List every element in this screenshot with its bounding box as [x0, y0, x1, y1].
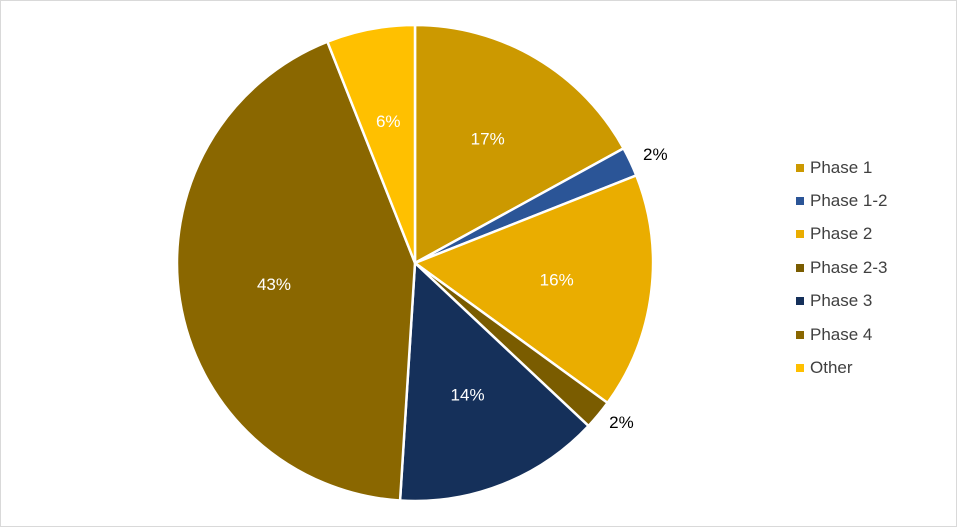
data-label-phase-2: 16%: [540, 270, 574, 289]
pie-slice-phase-1: [413, 23, 625, 265]
legend: Phase 1 Phase 1-2 Phase 2 Phase 2-3 Phase 3 P…: [796, 151, 888, 385]
legend-swatch-phase-1: [796, 163, 804, 172]
legend-swatch-phase-2-3: [796, 263, 804, 272]
legend-item-phase-4: Phase 4: [796, 318, 888, 351]
pie-slice-phase-2: [413, 174, 655, 405]
legend-label-other: Other: [810, 358, 853, 378]
legend-swatch-phase-2: [796, 230, 804, 239]
legend-item-phase-2: Phase 2: [796, 218, 888, 251]
legend-label-phase-2-3: Phase 2-3: [810, 257, 888, 277]
legend-label-phase-1: Phase 1: [810, 157, 873, 177]
legend-label-phase-1-2: Phase 1-2: [810, 191, 888, 211]
legend-item-phase-1: Phase 1: [796, 151, 888, 184]
legend-item-phase-1-2: Phase 1-2: [796, 184, 888, 217]
pie-slice-phase-3: [398, 261, 590, 503]
pie-slice-phase-4: [175, 40, 417, 502]
pie-slice-other: [326, 23, 417, 265]
legend-swatch-phase-1-2: [796, 197, 804, 206]
legend-label-phase-3: Phase 3: [810, 291, 873, 311]
legend-item-other: Other: [796, 351, 888, 384]
data-label-other: 6%: [376, 112, 401, 131]
legend-swatch-phase-3: [796, 297, 804, 306]
legend-label-phase-2: Phase 2: [810, 224, 873, 244]
legend-swatch-other: [796, 364, 804, 373]
legend-item-phase-3: Phase 3: [796, 285, 888, 318]
legend-swatch-phase-4: [796, 330, 804, 339]
data-label-phase-3: 14%: [451, 385, 485, 404]
legend-label-phase-4: Phase 4: [810, 324, 873, 344]
data-label-phase-4: 43%: [257, 275, 291, 294]
data-label-phase-2-3: 2%: [609, 413, 634, 432]
legend-item-phase-2-3: Phase 2-3: [796, 251, 888, 284]
data-label-phase-1: 17%: [471, 130, 505, 149]
data-label-phase-1-2: 2%: [643, 145, 668, 164]
